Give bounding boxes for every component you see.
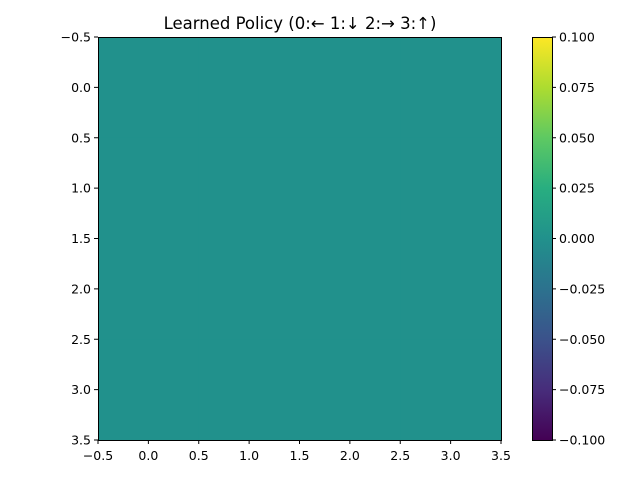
x-tick-label: 3.5 <box>491 448 511 463</box>
x-tick-label: 3.0 <box>441 448 461 463</box>
heatmap-cell <box>198 137 300 239</box>
x-axis: −0.5 0.0 0.5 1.0 1.5 2.0 2.5 3.0 3.5 <box>83 440 511 463</box>
heatmap-cells <box>98 37 502 441</box>
y-tick-label: 1.0 <box>71 181 91 196</box>
colorbar-tick-label: 0.000 <box>559 231 595 246</box>
y-axis: −0.5 0.0 0.5 1.0 1.5 2.0 2.5 3.0 3.5 <box>61 30 98 448</box>
y-tick-label: 2.5 <box>71 332 91 347</box>
colorbar-tick-label: −0.100 <box>559 433 605 448</box>
heatmap-cell <box>299 137 401 239</box>
heatmap-cell <box>98 137 200 239</box>
heatmap-cell <box>299 37 401 139</box>
heatmap-cell <box>198 37 300 139</box>
colorbar-tick-label: 0.075 <box>559 80 595 95</box>
x-tick-label: −0.5 <box>83 448 113 463</box>
heatmap-cell <box>98 339 200 441</box>
heatmap-cell <box>400 37 502 139</box>
x-tick-label: 2.0 <box>340 448 360 463</box>
colorbar-tick-label: −0.075 <box>559 382 605 397</box>
x-tick-label: 1.0 <box>239 448 259 463</box>
colorbar-tick-label: 0.100 <box>559 30 595 45</box>
y-tick-label: 2.0 <box>71 281 91 296</box>
x-tick-label: 2.5 <box>390 448 410 463</box>
x-tick-label: 0.5 <box>189 448 209 463</box>
heatmap-cell <box>299 238 401 340</box>
colorbar-tick-label: −0.025 <box>559 281 605 296</box>
chart-title: Learned Policy (0:← 1:↓ 2:→ 3:↑) <box>164 14 437 33</box>
heatmap-cell <box>400 339 502 441</box>
colorbar-tick-label: 0.025 <box>559 181 595 196</box>
heatmap-cell <box>400 137 502 239</box>
y-tick-label: −0.5 <box>61 30 91 45</box>
y-tick-label: 0.5 <box>71 130 91 145</box>
y-tick-label: 0.0 <box>71 80 91 95</box>
colorbar-tick-label: −0.050 <box>559 332 605 347</box>
heatmap-cell <box>198 238 300 340</box>
heatmap-cell <box>98 37 200 139</box>
colorbar-tick-label: 0.050 <box>559 130 595 145</box>
colorbar-axis: −0.100 −0.075 −0.050 −0.025 0.000 0.025 0.050 0… <box>552 30 605 448</box>
y-tick-label: 3.0 <box>71 382 91 397</box>
y-tick-label: 3.5 <box>71 433 91 448</box>
colorbar <box>532 37 552 440</box>
x-tick-label: 1.5 <box>290 448 310 463</box>
heatmap-cell <box>98 238 200 340</box>
x-tick-label: 0.0 <box>138 448 158 463</box>
heatmap-cell <box>198 339 300 441</box>
heatmap-cell <box>299 339 401 441</box>
y-tick-label: 1.5 <box>71 231 91 246</box>
heatmap-cell <box>400 238 502 340</box>
